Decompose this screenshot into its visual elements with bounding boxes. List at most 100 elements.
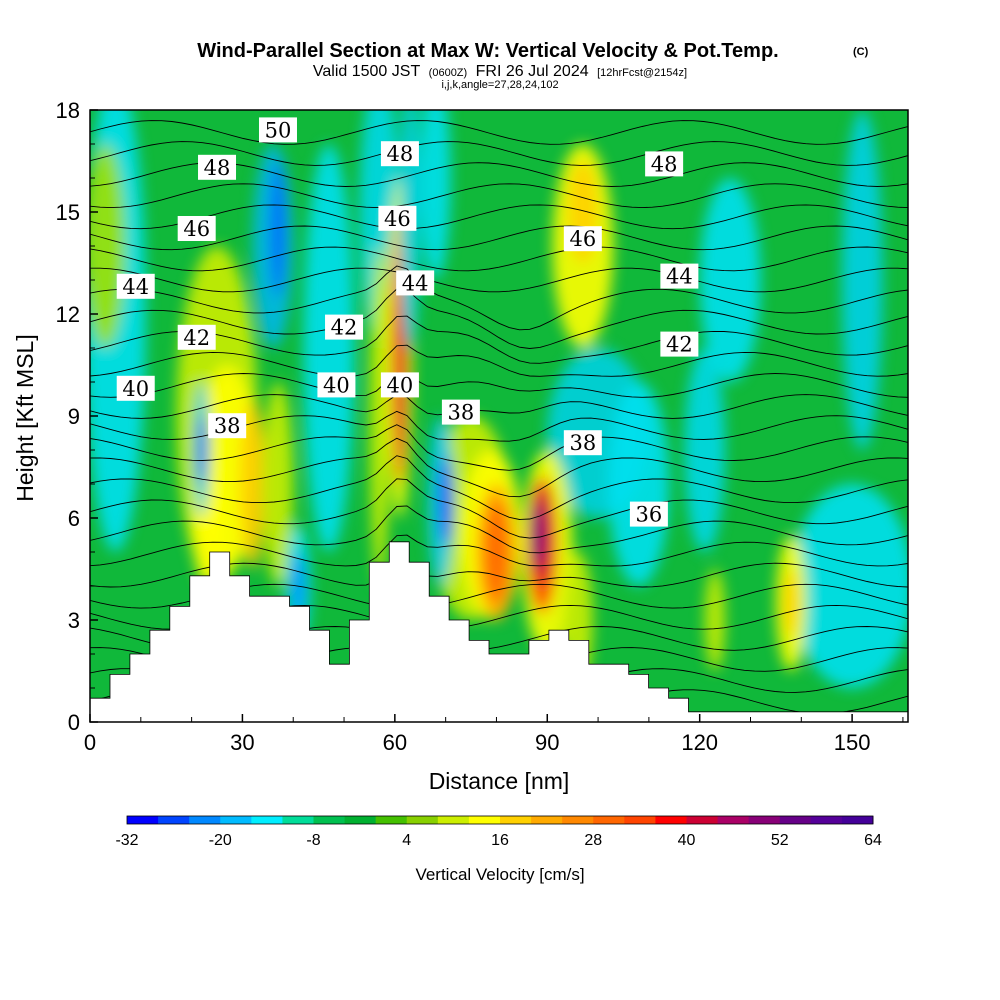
y-axis-label: Height [Kft MSL]: [12, 334, 38, 501]
contour-label-text: 46: [569, 227, 596, 251]
colorbar-swatch: [437, 816, 470, 824]
theta-contour-line: [90, 141, 908, 166]
theta-contour-line: [90, 505, 908, 554]
contour-label-box: [177, 324, 216, 350]
contour-label-box: [177, 216, 216, 241]
contour-label: 44: [116, 273, 155, 299]
y-tick-label: 0: [68, 710, 80, 735]
colorbar-swatch: [593, 816, 625, 824]
x-tick-label: 0: [84, 730, 96, 755]
theta-contour-line: [90, 424, 908, 471]
contour-label: 46: [563, 226, 602, 252]
colorbar-tick-label: 40: [678, 832, 696, 849]
theta-contour-line: [90, 534, 908, 567]
contour-label-box: [645, 151, 684, 177]
contour-label-text: 46: [183, 217, 210, 241]
plot-area: 50 48 48 48 46 46 46 44 44 44 42 42 42 40 40 40 38 38 38 36: [90, 110, 908, 722]
contour-label: 38: [441, 399, 480, 425]
contour-label: 44: [396, 270, 435, 296]
subtitle-valid: Valid 1500 JST: [313, 63, 421, 80]
colorbar-swatch: [282, 816, 314, 824]
contour-label: 38: [563, 430, 602, 456]
colorbar-title: Vertical Velocity [cm/s]: [415, 865, 584, 884]
contour-label-text: 36: [636, 503, 663, 527]
contour-label-box: [629, 501, 668, 527]
contour-label-box: [378, 205, 417, 231]
contour-label-text: 48: [387, 142, 414, 166]
contour-label-text: 42: [331, 316, 358, 340]
contour-label: 42: [325, 314, 364, 340]
contour-label: 40: [317, 372, 356, 398]
theta-contour-line: [90, 315, 908, 364]
contour-label-box: [258, 117, 297, 143]
contour-label-text: 50: [265, 118, 292, 142]
velocity-blob: [239, 399, 266, 569]
x-tick-label: 90: [535, 730, 559, 755]
velocity-blob: [841, 110, 883, 450]
contour-label: 48: [645, 151, 684, 177]
colorbar-swatch: [406, 816, 439, 824]
colorbar-tick-label: -32: [115, 832, 138, 849]
theta-contour-line: [90, 344, 908, 377]
subtitle-zulu: (0600Z): [429, 67, 468, 79]
x-tick-label: 30: [230, 730, 254, 755]
contour-label-box: [396, 270, 435, 296]
colorbar-swatch: [717, 816, 750, 824]
colorbar-tick-label: 4: [402, 832, 411, 849]
contour-label-box: [563, 226, 602, 252]
colorbar-swatch: [686, 816, 719, 824]
contour-label-box: [441, 399, 480, 425]
contour-label-box: [208, 413, 247, 439]
contour-label-text: 40: [387, 373, 414, 397]
colorbar-swatch: [779, 816, 812, 824]
colorbar-tick-label: -8: [306, 832, 320, 849]
contour-label: 46: [177, 216, 216, 241]
x-tick-label: 60: [383, 730, 407, 755]
contour-label-text: 46: [384, 207, 411, 231]
theta-contour-line: [90, 394, 908, 419]
x-tick-label: 150: [834, 730, 871, 755]
contour-label-box: [660, 331, 699, 357]
y-tick-label: 9: [68, 404, 80, 429]
subtitle-date: FRI 26 Jul 2024: [476, 63, 589, 80]
colorbar: [126, 815, 874, 825]
y-axis: 0 3 6 9 12 15 18: [56, 98, 98, 735]
velocity-blob: [439, 456, 453, 546]
colorbar-swatch: [531, 816, 563, 824]
contour-label: 50: [258, 117, 297, 143]
contour-label: 40: [116, 375, 155, 401]
colorbar-swatch: [189, 816, 221, 824]
theta-contour-line: [90, 455, 908, 520]
colorbar-swatch: [127, 816, 159, 824]
theta-contour-line: [90, 225, 908, 251]
contour-label: 38: [208, 413, 247, 439]
velocity-blob: [270, 161, 286, 297]
contour-label: 42: [660, 331, 699, 357]
contour-label-box: [317, 372, 356, 398]
y-tick-label: 3: [68, 608, 80, 633]
contour-label: 46: [378, 205, 417, 231]
colorbar-swatch: [313, 816, 346, 824]
y-tick-label: 6: [68, 506, 80, 531]
chart-title: Wind-Parallel Section at Max W: Vertical…: [197, 40, 778, 62]
contour-label-box: [325, 314, 364, 340]
velocity-blob: [531, 501, 544, 569]
theta-contour-line: [90, 183, 908, 209]
velocity-blob: [699, 178, 761, 382]
y-tick-label: 18: [56, 98, 80, 123]
theta-contour-line: [90, 265, 908, 331]
colorbar-frame: [126, 815, 874, 825]
contour-label-text: 42: [183, 326, 210, 350]
velocity-blob: [483, 501, 510, 603]
contour-label: 36: [629, 501, 668, 527]
x-axis: 0 30 60 90 120 150: [84, 714, 904, 755]
contour-label-text: 40: [323, 373, 350, 397]
velocity-blob: [303, 144, 355, 552]
colorbar-ticks: -32 -20 -8 4 16 28 40 52 64: [115, 832, 882, 849]
contour-label: 42: [177, 324, 216, 350]
y-tick-label: 15: [56, 200, 80, 225]
theta-contour-line: [90, 478, 908, 539]
colorbar-swatch: [468, 816, 501, 824]
contour-labels: 50 48 48 48 46 46 46 44 44 44 42 42 42 40 40 40 38 38 38 36: [116, 117, 699, 527]
